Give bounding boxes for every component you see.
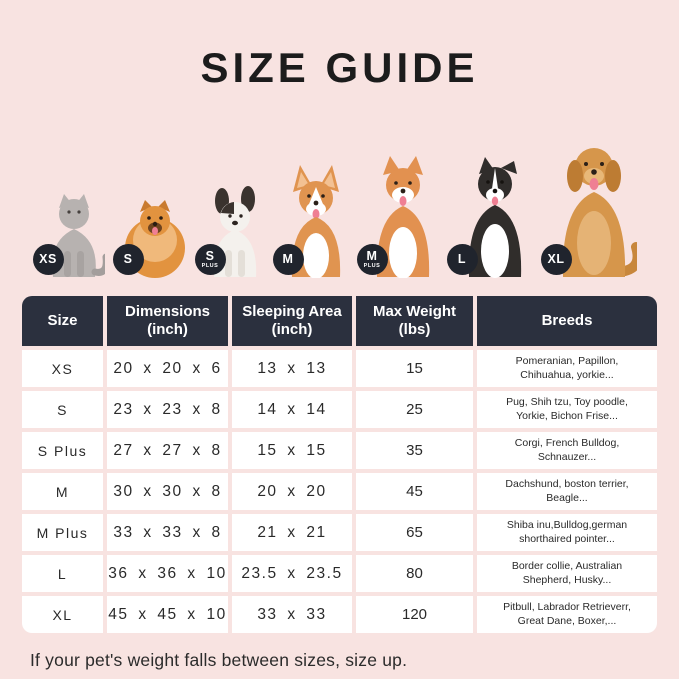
size-table: Size Dimensions (inch) Sleeping Area (in… xyxy=(22,296,657,633)
badge-label: S xyxy=(205,249,215,263)
cell-breeds: Pitbull, Labrador Retrieverr, Great Dane… xyxy=(477,596,657,633)
cell-sleeping-area: 21 x 21 xyxy=(232,514,352,551)
size-badge-xs: XS xyxy=(32,244,64,275)
corgi-image xyxy=(291,165,340,279)
badge-label: XL xyxy=(547,251,565,266)
cell-breeds: Border collie, Australian Shepherd, Husk… xyxy=(477,555,657,592)
badge-sublabel: PLUS xyxy=(201,262,219,269)
cell-breeds: Shiba inu,Bulldog,german shorthaired poi… xyxy=(477,514,657,551)
cell-breeds: Corgi, French Bulldog, Schnauzer... xyxy=(477,432,657,469)
cell-dimensions: 30 x 30 x 8 xyxy=(107,473,228,510)
pomeranian-image xyxy=(124,200,185,278)
size-badge-s: S xyxy=(112,244,144,275)
badge-label: L xyxy=(457,251,467,266)
cell-max-weight: 80 xyxy=(356,555,473,592)
cell-size: S xyxy=(22,391,103,428)
badge-sublabel: PLUS xyxy=(363,262,381,269)
cell-size: M Plus xyxy=(22,514,103,551)
cell-sleeping-area: 15 x 15 xyxy=(232,432,352,469)
cell-max-weight: 65 xyxy=(356,514,473,551)
pet-xl-golden-retriever: XL xyxy=(540,140,643,278)
size-badge-xl: XL xyxy=(540,244,572,275)
cell-size: L xyxy=(22,555,103,592)
cell-max-weight: 25 xyxy=(356,391,473,428)
column-header-sleeping-area: Sleeping Area (inch) xyxy=(232,296,352,346)
cell-sleeping-area: 20 x 20 xyxy=(232,473,352,510)
cell-max-weight: 45 xyxy=(356,473,473,510)
badge-label: M xyxy=(366,249,378,263)
french-bulldog-image xyxy=(213,186,256,277)
badge-label: XS xyxy=(39,251,57,266)
pet-xs-cat: XS xyxy=(32,193,110,278)
pet-mplus-shiba-inu: M PLUS xyxy=(356,152,439,279)
page-title: SIZE GUIDE xyxy=(200,44,479,91)
badge-label: M xyxy=(282,251,294,266)
column-header-breeds: Breeds xyxy=(477,296,657,346)
header-line1: Max Weight xyxy=(372,303,457,320)
header-line2: (lbs) xyxy=(398,321,431,338)
column-header-size: Size xyxy=(22,296,103,346)
golden-retriever-image xyxy=(562,148,643,277)
border-collie-image xyxy=(468,157,521,278)
column-header-dimensions: Dimensions (inch) xyxy=(107,296,228,346)
cell-max-weight: 35 xyxy=(356,432,473,469)
pet-m-corgi: M xyxy=(272,163,349,279)
pet-splus-french-bulldog: S PLUS xyxy=(194,186,265,278)
cell-size: XL xyxy=(22,596,103,633)
cell-breeds: Pomeranian, Papillon, Chihuahua, yorkie.… xyxy=(477,350,657,387)
header-line1: Breeds xyxy=(541,312,593,329)
pet-s-pomeranian: S xyxy=(112,196,187,278)
cell-dimensions: 27 x 27 x 8 xyxy=(107,432,228,469)
size-badge-m: M xyxy=(272,244,304,275)
size-badge-m-plus: M PLUS xyxy=(356,244,388,275)
cell-max-weight: 15 xyxy=(356,350,473,387)
cell-sleeping-area: 13 x 13 xyxy=(232,350,352,387)
cell-dimensions: 23 x 23 x 8 xyxy=(107,391,228,428)
cell-sleeping-area: 23.5 x 23.5 xyxy=(232,555,352,592)
pet-size-lineup: XS S xyxy=(0,128,679,279)
fit-note: If your pet's weight falls between sizes… xyxy=(30,650,408,670)
cell-breeds: Dachshund, boston terrier, Beagle... xyxy=(477,473,657,510)
cell-sleeping-area: 14 x 14 xyxy=(232,391,352,428)
header-line2: (inch) xyxy=(147,321,188,338)
cell-size: XS xyxy=(22,350,103,387)
cell-dimensions: 36 x 36 x 10 xyxy=(107,555,228,592)
size-badge-s-plus: S PLUS xyxy=(194,244,226,275)
header-line1: Size xyxy=(47,312,78,329)
header-line2: (inch) xyxy=(271,321,313,338)
cell-size: M xyxy=(22,473,103,510)
badge-label: S xyxy=(123,251,133,266)
size-badge-l: L xyxy=(446,244,478,275)
shiba-inu-image xyxy=(376,156,429,279)
cat-image xyxy=(51,194,110,277)
column-header-max-weight: Max Weight (lbs) xyxy=(356,296,473,346)
cell-max-weight: 120 xyxy=(356,596,473,633)
cell-dimensions: 45 x 45 x 10 xyxy=(107,596,228,633)
cell-dimensions: 20 x 20 x 6 xyxy=(107,350,228,387)
cell-dimensions: 33 x 33 x 8 xyxy=(107,514,228,551)
cell-sleeping-area: 33 x 33 xyxy=(232,596,352,633)
header-line1: Sleeping Area xyxy=(242,303,342,320)
pet-l-border-collie: L xyxy=(446,153,533,278)
header-line1: Dimensions xyxy=(124,303,211,320)
cell-breeds: Pug, Shih tzu, Toy poodle, Yorkie, Bicho… xyxy=(477,391,657,428)
cell-size: S Plus xyxy=(22,432,103,469)
